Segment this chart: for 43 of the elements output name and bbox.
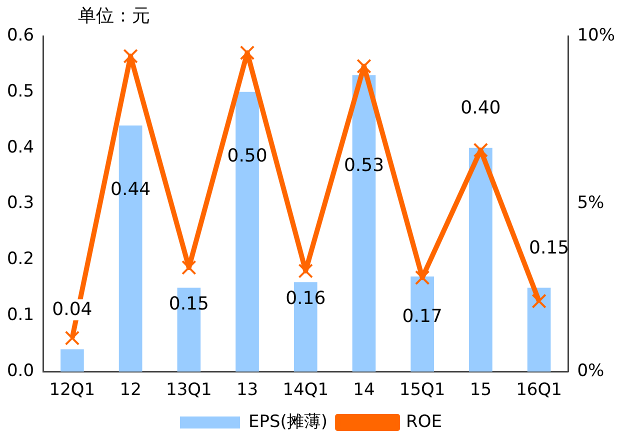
data-label: 0.16 (286, 288, 326, 309)
data-label: 0.15 (168, 293, 209, 314)
x-tick-label: 13Q1 (166, 380, 212, 400)
y-tick-label: 0.5 (6, 81, 34, 102)
x-tick-label: 16Q1 (516, 380, 562, 400)
y-tick-label: 0.4 (6, 137, 34, 158)
point (240, 45, 255, 60)
data-label: 0.50 (227, 146, 268, 167)
point (532, 294, 546, 308)
y2-tick-label: 5% (577, 193, 604, 214)
y2-tick-label: 10% (577, 25, 616, 46)
y-tick-label: 0.0 (6, 361, 34, 382)
point (414, 270, 430, 285)
y2-tick-label: 0% (577, 361, 604, 382)
bar (60, 349, 84, 372)
x-tick-label: 12Q1 (49, 380, 96, 400)
text: 单位：元 (78, 6, 150, 27)
legend-label: ROE (406, 412, 442, 432)
x-tick-label: 13 (236, 380, 258, 400)
y-tick-label: 0.1 (6, 305, 34, 326)
data-label: 0.15 (529, 237, 570, 258)
point (64, 330, 80, 346)
x-tick-label: 14Q1 (282, 380, 329, 400)
point (182, 260, 196, 275)
data-label: 0.04 (52, 298, 92, 320)
point (356, 58, 372, 74)
y-tick-label: 0.6 (6, 25, 34, 46)
point (298, 264, 313, 278)
data-label: 0.17 (402, 306, 442, 328)
x-tick-label: 15Q1 (399, 380, 446, 400)
bar (469, 148, 492, 372)
y-tick-label: 0.2 (6, 249, 34, 270)
point (473, 142, 488, 158)
legend-label: EPS(摊薄) (248, 412, 328, 432)
data-label: 0.40 (460, 98, 501, 119)
data-label: 0.53 (344, 154, 384, 176)
y-tick-label: 0.3 (6, 193, 34, 214)
x-tick-label: 15 (470, 380, 492, 400)
bar (527, 288, 551, 372)
data-label: 0.44 (110, 179, 151, 200)
x-tick-label: 14 (353, 380, 375, 400)
x-tick-label: 12 (120, 380, 142, 400)
point (123, 48, 138, 64)
